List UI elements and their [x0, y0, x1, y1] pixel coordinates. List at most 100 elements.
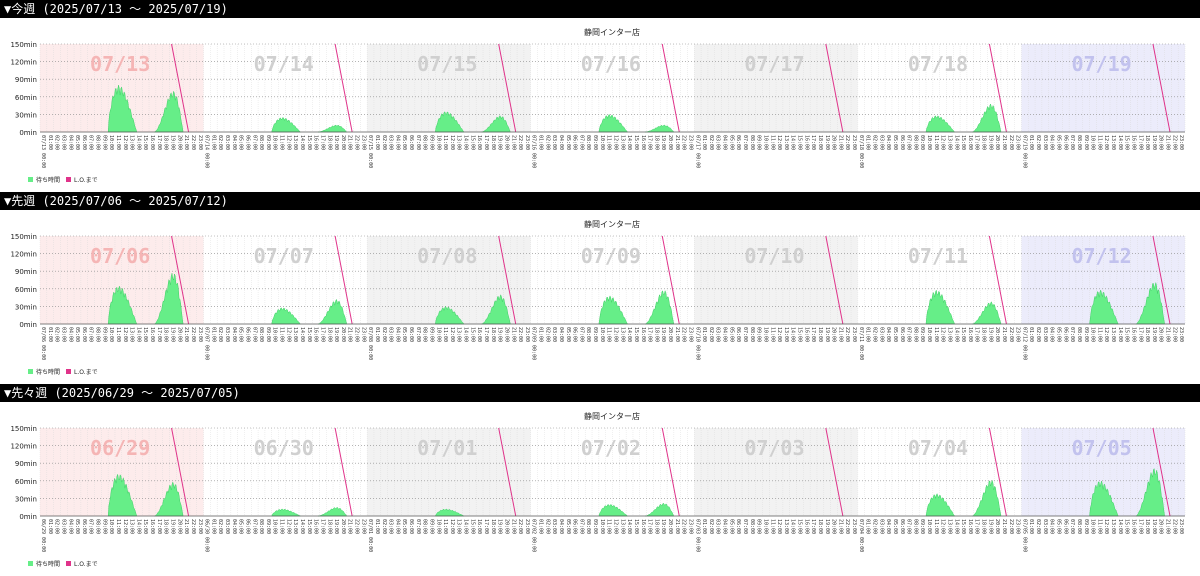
- wait-area: [107, 473, 138, 517]
- lo-line: [334, 427, 353, 517]
- x-tick-label: 22:00: [354, 135, 360, 150]
- legend-swatch-wait: [28, 177, 33, 182]
- x-tick-label: 14:00: [953, 135, 959, 150]
- day-label: 06/29: [90, 436, 150, 460]
- x-tick-label: 18:00: [817, 519, 823, 534]
- x-tick-label: 23:00: [1178, 519, 1184, 534]
- wait-time-chart: 静岡インター店 07/06 07/07 07/08 07/09 07/10 07/11 07/…: [10, 219, 1186, 376]
- x-tick-label: 11:00: [279, 327, 285, 342]
- x-tick-label: 15:00: [306, 327, 312, 342]
- wait-area: [271, 508, 301, 517]
- x-tick-label: 01:00: [210, 135, 216, 150]
- x-tick-label: 12:00: [613, 135, 619, 150]
- x-tick-label: 07:00: [1069, 519, 1075, 534]
- wait-area: [1135, 282, 1165, 325]
- x-tick-label: 04:00: [885, 519, 891, 534]
- x-tick-label: 09:00: [592, 135, 598, 150]
- y-tick-label: 30min: [15, 495, 37, 503]
- x-tick-label: 19:00: [169, 135, 175, 150]
- x-tick-label: 22:00: [1008, 135, 1014, 150]
- x-tick-label: 15:00: [469, 327, 475, 342]
- x-tick-label: 12:00: [285, 519, 291, 534]
- x-tick-label: 23:00: [524, 327, 530, 342]
- x-tick-label: 19:00: [169, 327, 175, 342]
- x-tick-label: 20:00: [340, 519, 346, 534]
- lo-line: [334, 235, 353, 325]
- x-tick-label: 17:00: [810, 135, 816, 150]
- x-tick-label: 01:00: [538, 327, 544, 342]
- day-label: 07/09: [581, 244, 641, 268]
- x-tick-label: 18:00: [817, 135, 823, 150]
- x-tick-label: 05:00: [74, 135, 80, 150]
- x-tick-label: 06:00: [408, 519, 414, 534]
- wait-area: [645, 502, 675, 517]
- x-tick-label: 17:00: [156, 135, 162, 150]
- x-tick-label: 05:00: [401, 327, 407, 342]
- legend-label-lo: L.O.まで: [74, 177, 98, 184]
- x-tick-label: 12:00: [1103, 135, 1109, 150]
- y-tick-label: 90min: [15, 460, 37, 468]
- x-tick-label: 08:00: [585, 519, 591, 534]
- x-tick-label: 12:00: [776, 519, 782, 534]
- x-tick-label: 15:00: [797, 135, 803, 150]
- x-tick-label: 23:00: [1178, 135, 1184, 150]
- x-tick-label: 22:00: [517, 519, 523, 534]
- x-tick-label: 08:00: [749, 135, 755, 150]
- x-tick-label: 09:00: [919, 135, 925, 150]
- x-tick-label: 10:00: [599, 135, 605, 150]
- x-tick-label: 22:00: [1171, 327, 1177, 342]
- y-tick-label: 90min: [15, 268, 37, 276]
- x-tick-label: 15:00: [960, 519, 966, 534]
- x-tick-label: 03:00: [878, 135, 884, 150]
- x-tick-label: 07/02 00:00: [531, 519, 537, 552]
- day-label: 07/05: [1071, 436, 1131, 460]
- x-tick-label: 14:00: [790, 135, 796, 150]
- x-tick-label: 02:00: [708, 327, 714, 342]
- x-tick-label: 12:00: [613, 519, 619, 534]
- x-tick-label: 09:00: [101, 327, 107, 342]
- x-tick-label: 15:00: [469, 135, 475, 150]
- x-tick-label: 12:00: [285, 135, 291, 150]
- x-tick-label: 19:00: [1151, 135, 1157, 150]
- lo-line: [498, 43, 517, 133]
- y-tick-label: 60min: [15, 286, 37, 294]
- legend-swatch-lo: [66, 177, 71, 182]
- x-tick-label: 21:00: [1165, 135, 1171, 150]
- x-tick-label: 16:00: [1130, 519, 1136, 534]
- x-tick-label: 21:00: [510, 327, 516, 342]
- x-tick-label: 09:00: [1083, 327, 1089, 342]
- x-tick-label: 15:00: [1124, 519, 1130, 534]
- x-tick-label: 05:00: [728, 135, 734, 150]
- x-tick-label: 11:00: [442, 519, 448, 534]
- x-tick-label: 07/05 00:00: [1021, 519, 1027, 552]
- x-tick-label: 17:00: [319, 327, 325, 342]
- x-tick-label: 18:00: [490, 327, 496, 342]
- x-tick-label: 13:00: [456, 327, 462, 342]
- x-tick-label: 09:00: [756, 519, 762, 534]
- x-tick-label: 23:00: [1015, 519, 1021, 534]
- x-tick-label: 21:00: [674, 135, 680, 150]
- y-tick-label: 150min: [10, 41, 37, 49]
- x-tick-label: 22:00: [354, 519, 360, 534]
- x-tick-label: 20:00: [831, 519, 837, 534]
- x-tick-label: 07/17 00:00: [694, 135, 700, 168]
- x-tick-label: 12:00: [449, 135, 455, 150]
- x-tick-label: 04:00: [722, 519, 728, 534]
- legend-label-lo: L.O.まで: [74, 369, 98, 376]
- wait-area: [1089, 289, 1119, 325]
- x-tick-label: 05:00: [892, 327, 898, 342]
- x-tick-label: 22:00: [844, 135, 850, 150]
- x-tick-label: 08:00: [258, 135, 264, 150]
- x-tick-label: 07:00: [742, 327, 748, 342]
- x-tick-label: 09:00: [592, 519, 598, 534]
- x-tick-label: 03:00: [1042, 327, 1048, 342]
- x-tick-label: 01:00: [701, 327, 707, 342]
- x-tick-label: 14:00: [953, 519, 959, 534]
- x-tick-label: 07/08 00:00: [367, 327, 373, 360]
- x-tick-label: 12:00: [285, 327, 291, 342]
- x-tick-label: 17:00: [156, 519, 162, 534]
- x-tick-label: 11:00: [1096, 519, 1102, 534]
- x-tick-label: 21:00: [837, 327, 843, 342]
- x-tick-label: 07/07 00:00: [204, 327, 210, 360]
- x-tick-label: 19:00: [497, 135, 503, 150]
